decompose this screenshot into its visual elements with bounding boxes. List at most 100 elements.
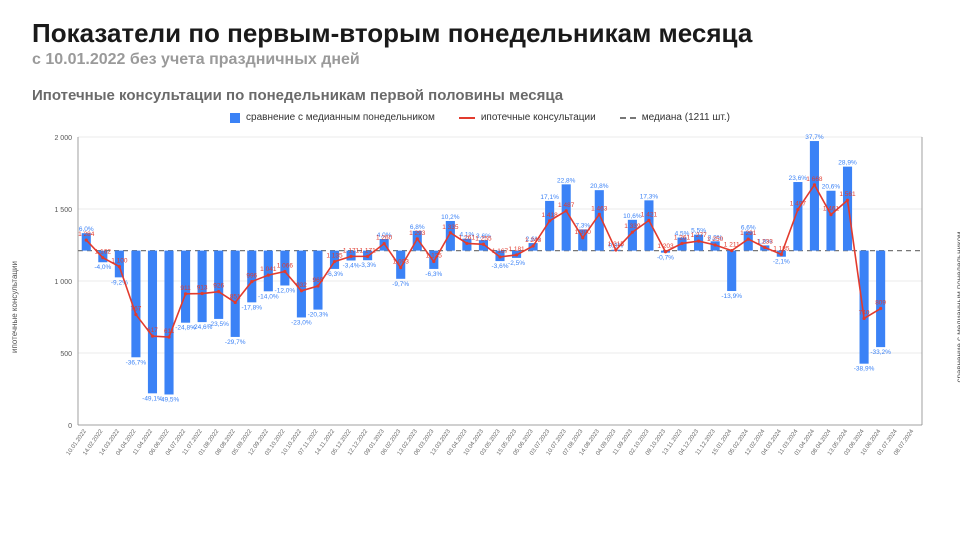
svg-text:-3,6%: -3,6% xyxy=(492,263,509,270)
svg-text:1 162: 1 162 xyxy=(95,249,112,256)
svg-text:-33,2%: -33,2% xyxy=(870,349,891,356)
svg-text:1 233: 1 233 xyxy=(757,238,774,245)
svg-text:1 421: 1 421 xyxy=(641,211,658,218)
svg-text:1 335: 1 335 xyxy=(442,224,459,231)
svg-text:-3,4%: -3,4% xyxy=(343,262,360,269)
svg-text:617: 617 xyxy=(147,327,158,334)
svg-text:-17,8%: -17,8% xyxy=(241,304,262,311)
svg-text:-12,0%: -12,0% xyxy=(275,287,296,294)
svg-text:1 100: 1 100 xyxy=(111,258,128,265)
svg-text:-23,0%: -23,0% xyxy=(291,319,312,326)
svg-text:611: 611 xyxy=(164,328,175,335)
svg-text:-0,7%: -0,7% xyxy=(657,255,674,262)
svg-text:1 561: 1 561 xyxy=(839,191,856,198)
svg-text:1 339: 1 339 xyxy=(624,223,641,230)
svg-text:1 041: 1 041 xyxy=(260,266,277,273)
svg-text:-23,5%: -23,5% xyxy=(208,321,229,328)
svg-text:851: 851 xyxy=(230,293,241,300)
svg-text:-9,7%: -9,7% xyxy=(392,281,409,288)
svg-text:1 291: 1 291 xyxy=(740,230,757,237)
svg-text:740: 740 xyxy=(859,309,870,316)
svg-text:10,2%: 10,2% xyxy=(441,214,460,221)
svg-text:1 668: 1 668 xyxy=(806,176,823,183)
svg-text:-20,3%: -20,3% xyxy=(308,312,329,319)
svg-text:1 171: 1 171 xyxy=(343,247,360,254)
svg-text:-2,5%: -2,5% xyxy=(508,260,525,267)
svg-text:1 243: 1 243 xyxy=(525,237,542,244)
chart-container: ипотечные консультации сравнение с медиа… xyxy=(40,127,940,487)
svg-text:28,9%: 28,9% xyxy=(838,160,857,167)
svg-text:926: 926 xyxy=(213,283,224,290)
svg-text:-49,5%: -49,5% xyxy=(159,396,180,403)
svg-text:-29,7%: -29,7% xyxy=(225,339,246,346)
svg-text:1 066: 1 066 xyxy=(277,262,294,269)
chart-svg: 05001 0001 5002 0006,0%-4,0%-9,2%-36,7%-… xyxy=(40,127,940,487)
legend-bar-label: сравнение с медианным понедельником xyxy=(246,112,435,123)
svg-text:1 293: 1 293 xyxy=(409,230,426,237)
legend-item-median: медиана (1211 шт.) xyxy=(620,112,730,123)
svg-text:1 215: 1 215 xyxy=(608,241,625,248)
svg-text:996: 996 xyxy=(246,273,257,280)
y-axis-left-label: ипотечные консультации xyxy=(10,261,19,353)
svg-text:-36,7%: -36,7% xyxy=(126,359,147,366)
svg-text:1 185: 1 185 xyxy=(773,245,790,252)
legend-item-line: ипотечные консультации xyxy=(459,112,596,123)
svg-text:-3,3%: -3,3% xyxy=(359,262,376,269)
svg-text:1 463: 1 463 xyxy=(591,205,608,212)
svg-text:1 093: 1 093 xyxy=(393,259,410,266)
y-axis-right-label: сравнение с медианным понедельником xyxy=(955,231,960,382)
svg-text:1 255: 1 255 xyxy=(475,235,492,242)
svg-text:1 181: 1 181 xyxy=(508,246,525,253)
svg-text:500: 500 xyxy=(60,351,72,358)
svg-text:1 500: 1 500 xyxy=(54,207,72,214)
svg-text:1 261: 1 261 xyxy=(459,234,476,241)
svg-text:1 135: 1 135 xyxy=(426,253,443,260)
svg-text:1 167: 1 167 xyxy=(492,248,509,255)
svg-text:10,6%: 10,6% xyxy=(623,213,642,220)
svg-text:17,1%: 17,1% xyxy=(540,194,559,201)
svg-text:23,6%: 23,6% xyxy=(789,175,808,182)
svg-text:-6,3%: -6,3% xyxy=(425,271,442,278)
svg-text:20,8%: 20,8% xyxy=(590,183,609,190)
svg-text:1 300: 1 300 xyxy=(575,229,592,236)
chart-title: Ипотечные консультации по понедельникам … xyxy=(0,79,960,110)
svg-text:1 203: 1 203 xyxy=(657,243,674,250)
page-title: Показатели по первым-вторым понедельника… xyxy=(0,0,960,51)
svg-text:1 250: 1 250 xyxy=(707,236,724,243)
svg-text:20,6%: 20,6% xyxy=(822,184,841,191)
bar-swatch-icon xyxy=(230,113,240,123)
svg-text:-13,9%: -13,9% xyxy=(721,293,742,300)
svg-text:932: 932 xyxy=(296,282,307,289)
svg-text:767: 767 xyxy=(130,306,141,313)
svg-text:1 461: 1 461 xyxy=(823,206,840,213)
svg-text:1 497: 1 497 xyxy=(790,200,807,207)
svg-text:1 277: 1 277 xyxy=(690,232,707,239)
svg-text:1 487: 1 487 xyxy=(558,202,575,209)
svg-text:0: 0 xyxy=(68,423,72,430)
svg-text:913: 913 xyxy=(197,285,208,292)
svg-text:1 171: 1 171 xyxy=(359,247,376,254)
chart-legend: сравнение с медианным понедельником ипот… xyxy=(0,110,960,127)
svg-text:1 211: 1 211 xyxy=(724,242,740,249)
svg-text:1 000: 1 000 xyxy=(54,279,72,286)
svg-text:911: 911 xyxy=(180,285,191,292)
svg-text:1 135: 1 135 xyxy=(326,253,343,260)
svg-text:17,3%: 17,3% xyxy=(640,193,659,200)
svg-text:1 260: 1 260 xyxy=(376,235,393,242)
svg-text:37,7%: 37,7% xyxy=(805,134,824,141)
svg-text:1 284: 1 284 xyxy=(78,231,95,238)
svg-text:-6,3%: -6,3% xyxy=(326,271,343,278)
svg-text:1 418: 1 418 xyxy=(542,212,559,219)
svg-text:2 000: 2 000 xyxy=(54,135,72,142)
legend-item-bar: сравнение с медианным понедельником xyxy=(230,112,435,123)
legend-line-label: ипотечные консультации xyxy=(481,112,596,123)
svg-text:1 261: 1 261 xyxy=(674,234,691,241)
line-swatch-icon xyxy=(459,117,475,119)
svg-text:-2,1%: -2,1% xyxy=(773,259,790,266)
svg-text:-38,9%: -38,9% xyxy=(854,366,875,373)
dash-swatch-icon xyxy=(620,117,636,119)
svg-text:809: 809 xyxy=(875,300,886,307)
svg-text:965: 965 xyxy=(313,277,324,284)
legend-median-label: медиана (1211 шт.) xyxy=(642,112,730,123)
page-subtitle: с 10.01.2022 без учета праздничных дней xyxy=(0,51,960,79)
